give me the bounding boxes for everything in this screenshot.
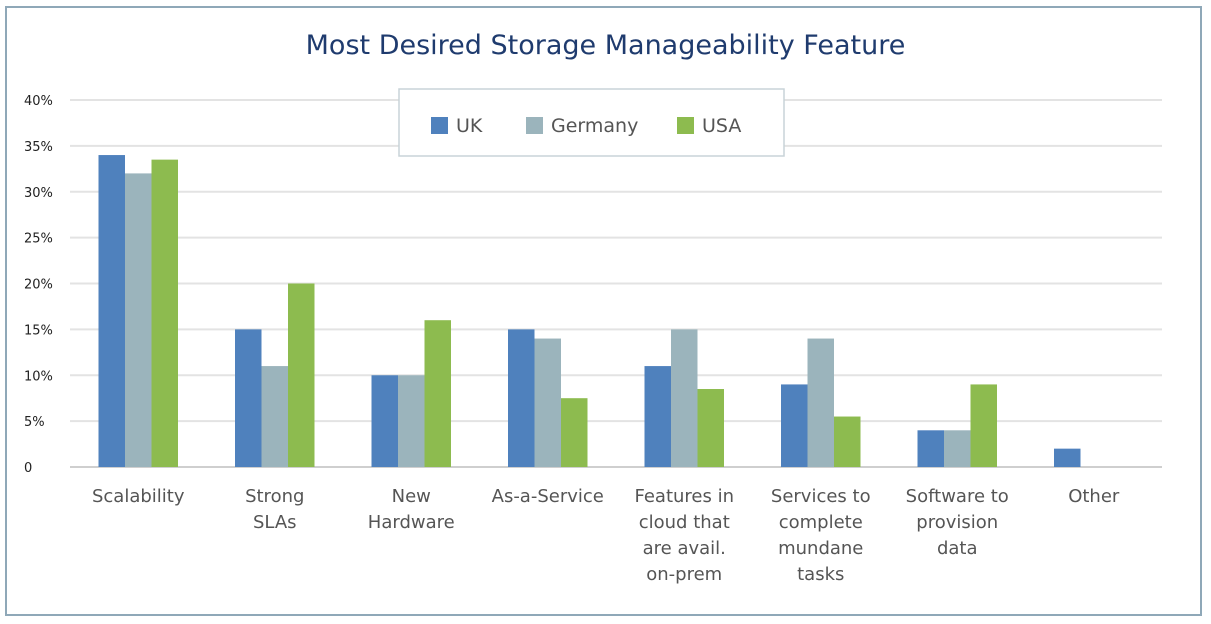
x-tick-label: New Hardware <box>368 486 455 533</box>
y-axis: 0 5% 10% 15% 20% 25% 30% 35% 40% <box>24 94 53 476</box>
legend-swatch-usa <box>677 117 694 134</box>
bar-usa <box>424 320 451 467</box>
y-tick-label: 35% <box>24 140 53 155</box>
y-tick-label: 15% <box>24 323 53 338</box>
x-tick-label: Other <box>1068 486 1120 507</box>
bar-usa <box>288 283 315 467</box>
bar-uk <box>644 366 671 467</box>
bar-uk <box>781 384 808 467</box>
x-tick-label: Services to complete mundane tasks <box>771 486 871 585</box>
legend: UK Germany USA <box>398 88 785 157</box>
bar-usa <box>970 384 997 467</box>
bar-germany <box>125 173 152 467</box>
y-tick-label: 0 <box>24 461 32 476</box>
legend-swatch-germany <box>526 117 543 134</box>
x-tick-label: As-a-Service <box>492 486 604 507</box>
bar-usa <box>697 389 724 467</box>
legend-label: Germany <box>551 115 638 137</box>
bar-usa <box>151 159 178 467</box>
bar-usa <box>834 416 861 467</box>
bar-uk <box>917 430 944 467</box>
bar-uk <box>371 375 398 467</box>
y-tick-label: 30% <box>24 186 53 201</box>
x-tick-label: Strong SLAs <box>245 486 304 533</box>
bar-germany <box>261 366 288 467</box>
legend-label: UK <box>456 115 483 137</box>
legend-swatch-uk <box>431 117 448 134</box>
legend-label: USA <box>702 115 741 137</box>
y-tick-label: 40% <box>24 94 53 109</box>
chart-title: Most Desired Storage Manageability Featu… <box>305 30 906 61</box>
bar-germany <box>671 329 698 467</box>
y-tick-label: 20% <box>24 278 53 293</box>
x-axis: Scalability Strong SLAs New Hardware As-a-Ser… <box>92 486 1120 585</box>
legend-box <box>398 88 785 157</box>
bar-germany <box>944 430 971 467</box>
bars <box>98 155 1081 468</box>
bar-germany <box>807 338 834 467</box>
bar-uk <box>1054 448 1081 467</box>
x-tick-label: Features in cloud that are avail. on-prem <box>634 486 734 585</box>
x-tick-label: Scalability <box>92 486 185 507</box>
bar-uk <box>235 329 262 467</box>
bar-usa <box>561 398 588 467</box>
y-tick-label: 25% <box>24 232 53 247</box>
bar-uk <box>508 329 535 467</box>
y-tick-label: 5% <box>24 415 45 430</box>
bar-germany <box>534 338 561 467</box>
bar-uk <box>98 155 125 468</box>
bar-germany <box>398 375 425 467</box>
y-tick-label: 10% <box>24 369 53 384</box>
x-tick-label: Software to provision data <box>906 486 1009 559</box>
